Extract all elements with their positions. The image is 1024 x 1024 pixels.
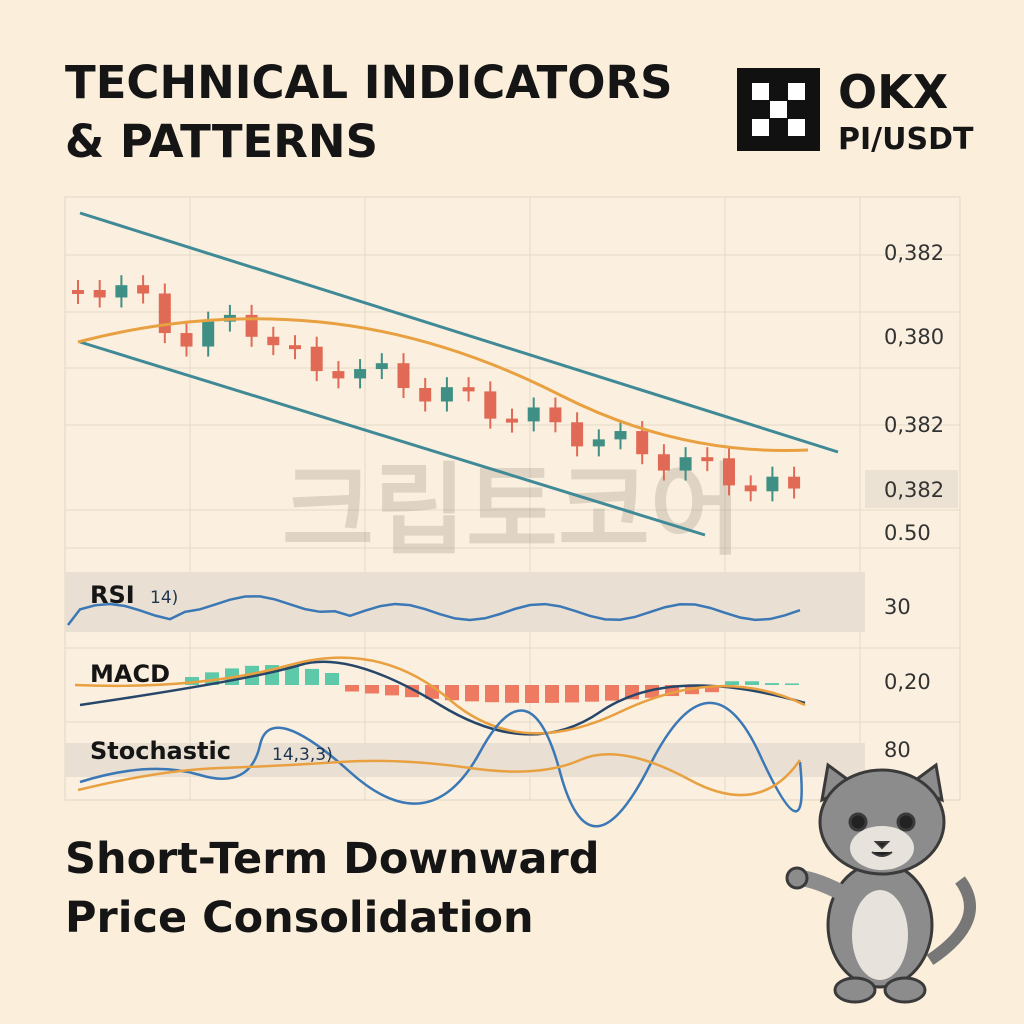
- stoch-k: [79, 701, 803, 828]
- candle-body: [72, 290, 84, 294]
- candle-body: [158, 293, 171, 334]
- candle-body: [202, 321, 215, 347]
- macd-bar: [485, 685, 499, 703]
- macd-bar: [305, 668, 319, 685]
- macd-bar: [665, 685, 679, 697]
- stoch-label: Stochastic: [90, 737, 231, 765]
- axis-label: 0,382: [884, 241, 944, 265]
- candle-body: [267, 336, 280, 346]
- signal-line: [74, 656, 806, 735]
- axis-label: 80: [884, 738, 911, 762]
- plot: [67, 211, 839, 828]
- macd-bar: [365, 685, 379, 694]
- candle-body: [592, 439, 605, 447]
- candle-body: [766, 476, 779, 492]
- candle-body: [419, 388, 432, 402]
- grid: [65, 197, 960, 800]
- channel-lower: [79, 340, 706, 537]
- macd-bar: [325, 672, 339, 685]
- macd-bar: [705, 685, 719, 693]
- candle-body: [484, 391, 497, 419]
- candle-body: [245, 314, 258, 337]
- macd-bar: [745, 681, 759, 685]
- title-line1: TECHNICAL INDICATORS: [65, 56, 673, 109]
- candle-body: [137, 285, 150, 294]
- macd-label: MACD: [90, 660, 170, 688]
- candle-body: [332, 371, 345, 379]
- price-highlight: [865, 470, 958, 508]
- macd-bar: [765, 683, 779, 685]
- title-line2: & PATTERNS: [65, 115, 378, 168]
- channel-upper: [79, 211, 839, 454]
- macd-bar: [445, 685, 459, 701]
- candle-body: [744, 485, 757, 492]
- macd-bar: [545, 685, 559, 703]
- candle-body: [723, 458, 735, 486]
- candle-body: [375, 363, 388, 370]
- macd-line: [79, 660, 806, 736]
- candle-body: [636, 431, 649, 455]
- candle-body: [440, 387, 453, 402]
- stoch-d: [77, 753, 802, 797]
- candle-body: [180, 333, 193, 347]
- rsi-params: 14): [150, 588, 178, 608]
- watermark: 크립토코어: [282, 452, 742, 569]
- candle-body: [614, 431, 627, 440]
- candle-body: [657, 454, 670, 471]
- macd-bar: [525, 685, 539, 703]
- macd-bar: [505, 685, 519, 703]
- okx-logo: [737, 68, 820, 151]
- macd-bar: [285, 666, 299, 685]
- candle-body: [788, 476, 801, 489]
- candle-body: [354, 369, 367, 379]
- candle-body: [549, 407, 562, 423]
- candle-body: [115, 285, 128, 298]
- axis-label: 0,20: [884, 670, 931, 694]
- axis-label: 0,380: [884, 325, 944, 349]
- axis-label: 0,382: [884, 478, 944, 502]
- rsi-band: [65, 572, 865, 632]
- cat-mascot: [785, 762, 976, 1004]
- macd-bar: [385, 685, 399, 696]
- candle-body: [462, 387, 475, 392]
- macd-bar: [725, 681, 739, 685]
- axis-label: 0,382: [884, 413, 944, 437]
- macd-bar: [565, 685, 579, 703]
- brand-name: OKX: [838, 65, 948, 119]
- candle-body: [506, 418, 518, 423]
- candle-body: [571, 422, 584, 447]
- axis-label: 0.50: [884, 521, 931, 545]
- rsi-label: RSI: [90, 581, 135, 609]
- stoch-params: 14,3,3): [272, 745, 333, 765]
- candle-body: [679, 457, 692, 471]
- brand-pair: PI/USDT: [838, 122, 974, 157]
- footer-line1: Short-Term Downward: [65, 834, 599, 884]
- moving-average: [77, 317, 809, 452]
- macd-bar: [185, 677, 199, 685]
- candle-body: [701, 457, 714, 462]
- rsi-line: [67, 595, 801, 626]
- footer-line2: Price Consolidation: [65, 893, 534, 943]
- axis-label: 30: [884, 595, 911, 619]
- macd-bar: [785, 683, 799, 685]
- macd-bar: [465, 685, 479, 702]
- macd-bar: [345, 685, 359, 692]
- axis-labels: 0,382 0,380 0,382 0,382 0.50 30 0,20 80: [884, 241, 944, 762]
- candle-body: [397, 363, 410, 389]
- macd-bar: [605, 685, 619, 701]
- candle-body: [93, 290, 106, 298]
- candle-body: [289, 345, 301, 350]
- candle-body: [310, 346, 323, 372]
- stoch-band: [65, 743, 865, 777]
- macd-bar: [585, 685, 599, 702]
- candle-body: [527, 407, 540, 422]
